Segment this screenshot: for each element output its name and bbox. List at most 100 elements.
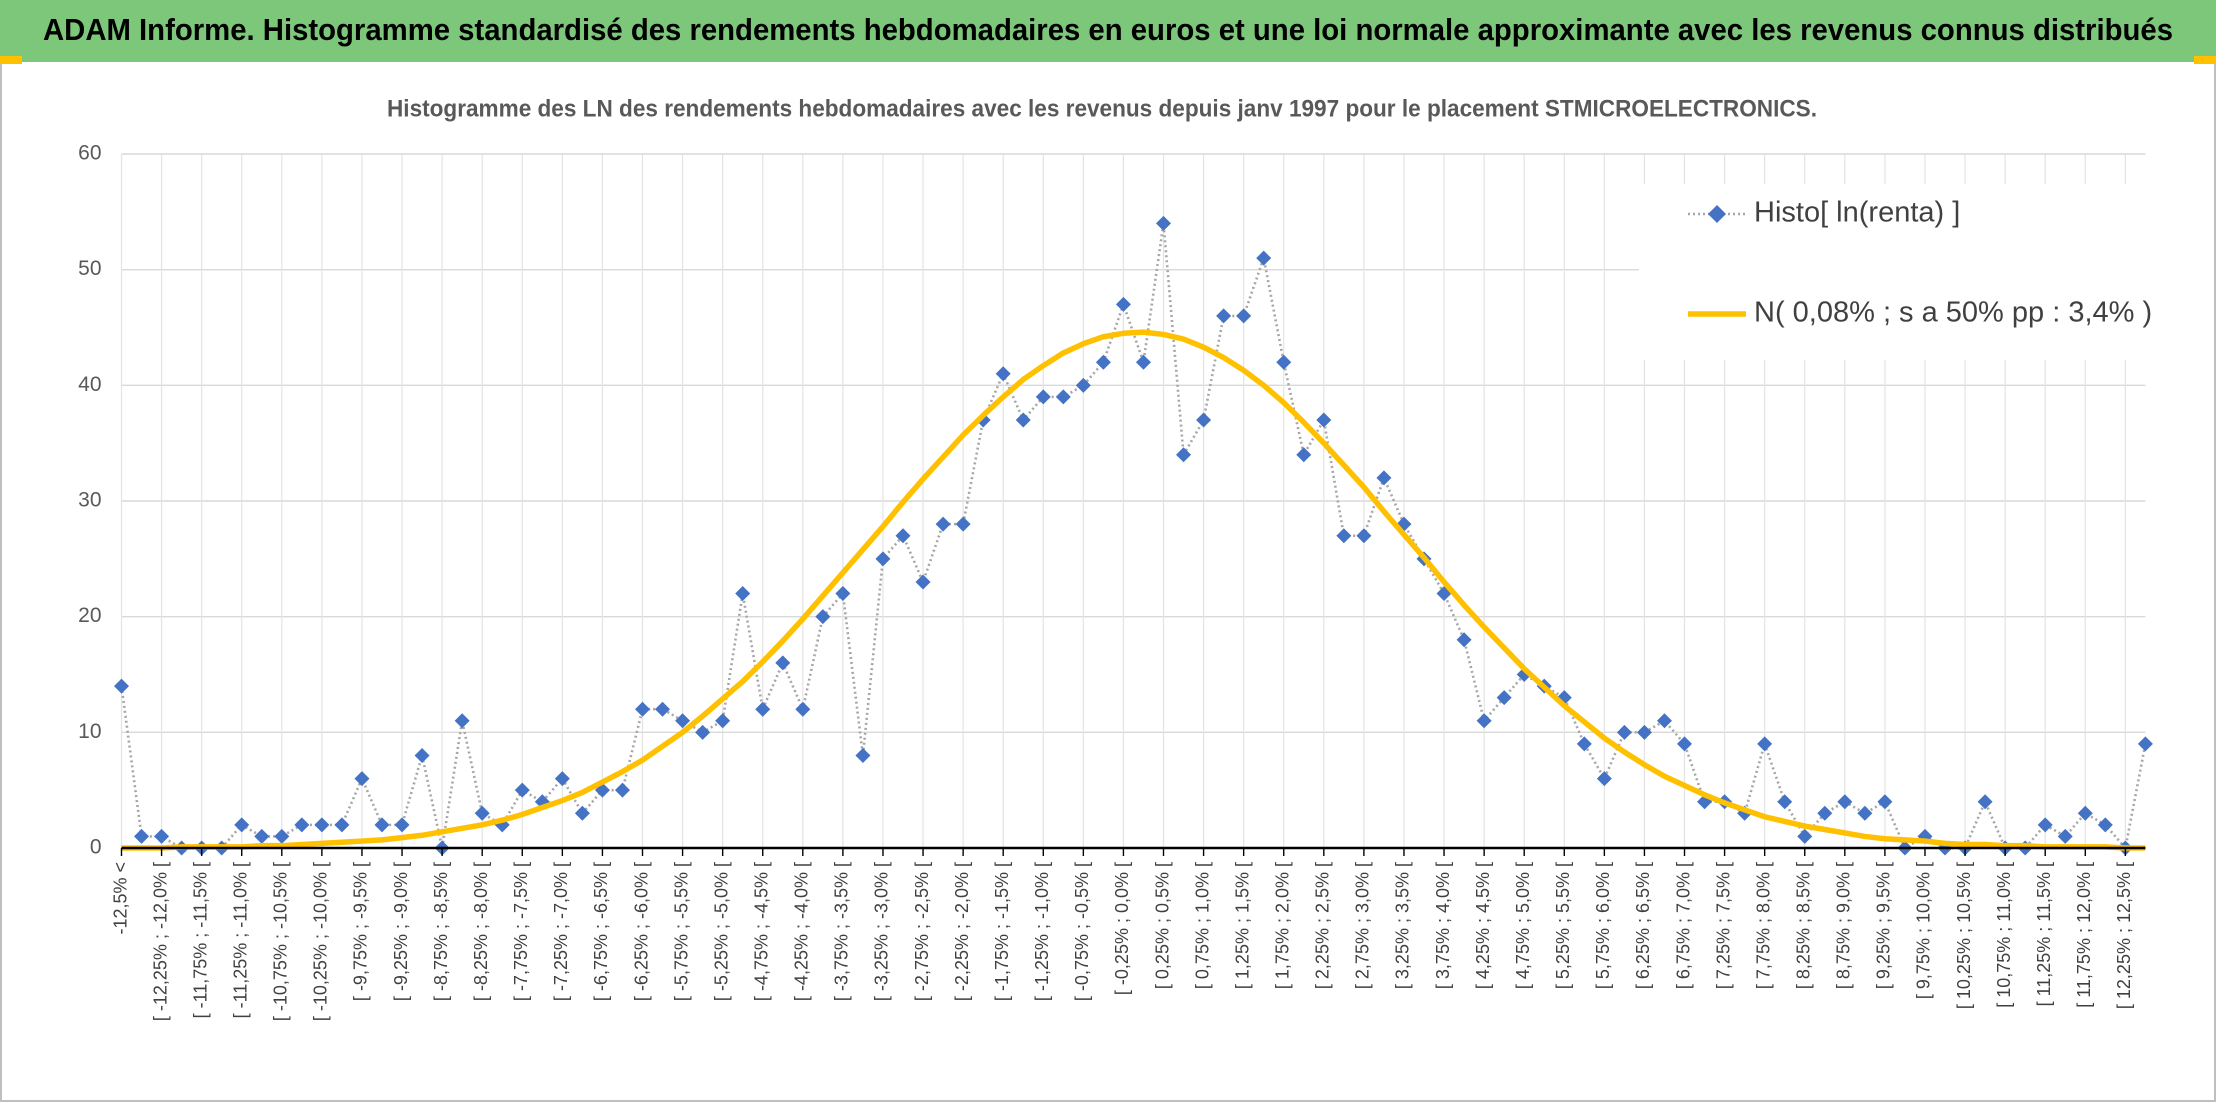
data-point (234, 817, 250, 833)
data-point (374, 817, 390, 833)
data-point (875, 551, 891, 567)
data-point (1677, 736, 1693, 752)
legend-label: N( 0,08% ; s a 50% pp : 3,4% ) (1754, 297, 2152, 329)
x-tick-label: [ 2,25% ; 2,5% [ (1313, 862, 1333, 989)
data-point (574, 805, 590, 821)
x-tick-label: [ 10,75% ; 11,0% [ (1994, 862, 2014, 1008)
y-tick-label: 40 (78, 373, 101, 396)
data-point (1576, 736, 1592, 752)
x-tick-label: [ -0,25% ; 0,0% [ (1112, 862, 1132, 995)
data-point (294, 817, 310, 833)
x-tick-label: [ 0,75% ; 1,0% [ (1192, 862, 1212, 989)
x-tick-label: [ -7,75% ; -7,5% [ (511, 862, 531, 1001)
data-point (1336, 528, 1352, 544)
data-point (995, 366, 1011, 382)
x-tick-label: [ 3,75% ; 4,0% [ (1433, 862, 1453, 989)
data-point (955, 516, 971, 532)
header-band (0, 0, 2216, 62)
data-point (1095, 354, 1111, 370)
x-tick-label: [ -12,25% ; -12,0% [ (150, 862, 170, 1021)
x-tick-label: [ 5,75% ; 6,0% [ (1593, 862, 1613, 989)
grid (120, 153, 2146, 849)
data-point (474, 805, 490, 821)
plot-area (114, 215, 2153, 856)
x-tick-label: [ 10,25% ; 10,5% [ (1954, 862, 1974, 1009)
data-point (1757, 736, 1773, 752)
data-point (2137, 736, 2153, 752)
legend: Histo[ ln(renta) ] N( 0,08% ; s a 50% pp … (1639, 184, 2152, 360)
y-tick-label: 0 (90, 836, 102, 859)
x-tick-label: [ 4,25% ; 4,5% [ (1473, 862, 1493, 989)
data-point (274, 828, 290, 844)
data-point (635, 701, 651, 717)
data-point (554, 771, 570, 787)
x-tick-label: [ 6,75% ; 7,0% [ (1673, 862, 1693, 989)
x-tick-label: [ -5,75% ; -5,5% [ (671, 862, 691, 1001)
x-tick-label: [ 2,75% ; 3,0% [ (1353, 862, 1373, 989)
x-tick-label: [ 7,75% ; 8,0% [ (1753, 862, 1773, 989)
data-point (655, 701, 671, 717)
x-tick-label: [ -1,75% ; -1,5% [ (992, 862, 1012, 1001)
data-point (1376, 470, 1392, 486)
data-point (614, 782, 630, 798)
data-point (835, 586, 851, 602)
data-point (514, 782, 530, 798)
x-tick-label: [ -6,25% ; -6,0% [ (631, 862, 651, 1001)
data-point (1797, 828, 1813, 844)
data-point (1075, 377, 1091, 393)
data-point (1035, 389, 1051, 405)
data-point (2057, 828, 2073, 844)
data-point (675, 713, 691, 729)
data-point (254, 828, 270, 844)
data-point (1456, 632, 1472, 648)
x-tick-label: [ 4,75% ; 5,0% [ (1513, 862, 1533, 989)
x-tick-label: [ -10,75% ; -10,5% [ (271, 862, 291, 1021)
x-tick-label: [ -11,25% ; -11,0% [ (230, 862, 250, 1018)
y-tick-label: 60 (78, 142, 101, 165)
x-tick-label: [ -11,75% ; -11,5% [ (190, 862, 210, 1018)
x-tick-label: [ 7,25% ; 7,5% [ (1713, 862, 1733, 989)
x-tick-label: [ 8,75% ; 9,0% [ (1834, 862, 1854, 989)
data-point (1135, 354, 1151, 370)
x-tick-label: [ -3,25% ; -3,0% [ (872, 862, 892, 1001)
data-point (855, 747, 871, 763)
data-point (1015, 412, 1031, 428)
data-point (1196, 412, 1212, 428)
data-point (2097, 817, 2113, 833)
x-tick-label: [ 5,25% ; 5,5% [ (1553, 862, 1573, 989)
x-tick-label: [ 9,75% ; 10,0% [ (1914, 862, 1934, 999)
data-point (134, 828, 150, 844)
data-point (1256, 250, 1272, 266)
data-point (1496, 690, 1512, 706)
y-tick-label: 20 (78, 604, 101, 627)
data-point (735, 586, 751, 602)
x-tick-label: [ 0,25% ; 0,5% [ (1152, 862, 1172, 989)
data-point (2077, 805, 2093, 821)
data-point (1296, 447, 1312, 463)
x-tick-label: [ -8,25% ; -8,0% [ (471, 862, 491, 1001)
data-point (1977, 794, 1993, 810)
x-tick-label: [ 9,25% ; 9,5% [ (1874, 862, 1894, 989)
x-tick-label: [ 8,25% ; 8,5% [ (1793, 862, 1813, 989)
y-tick-label: 30 (78, 489, 101, 512)
data-point (1356, 528, 1372, 544)
data-point (1156, 215, 1172, 231)
data-point (1476, 713, 1492, 729)
data-point (1236, 308, 1252, 324)
data-point (915, 574, 931, 590)
x-tick-label: [ -9,75% ; -9,5% [ (351, 862, 371, 1001)
x-tick-label: [ 1,75% ; 2,0% [ (1272, 862, 1292, 989)
x-tick-label: [ -9,25% ; -9,0% [ (391, 862, 411, 1001)
data-point (815, 609, 831, 625)
data-point (1596, 771, 1612, 787)
x-tick-label: [ -3,75% ; -3,5% [ (832, 862, 852, 1001)
data-point (1055, 389, 1071, 405)
data-point (394, 817, 410, 833)
data-point (1636, 724, 1652, 740)
data-point (935, 516, 951, 532)
data-point (1316, 412, 1332, 428)
data-point (414, 747, 430, 763)
data-point (715, 713, 731, 729)
